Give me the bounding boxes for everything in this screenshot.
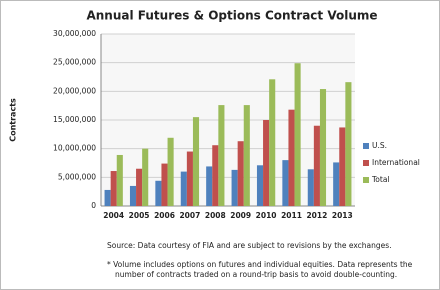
bar (206, 166, 213, 206)
bar (192, 117, 200, 206)
legend-swatch (363, 160, 369, 166)
chart-title: Annual Futures & Options Contract Volume (86, 9, 377, 23)
bar (263, 120, 270, 206)
y-tick-label: 30,000,000 (53, 29, 96, 38)
bar (136, 168, 143, 206)
source: Source: Data courtesy of FIA and are sub… (107, 241, 392, 250)
legend-label: International (372, 158, 420, 167)
bar (307, 169, 314, 206)
bar (237, 141, 244, 206)
y-tick-label: 20,000,000 (53, 86, 96, 95)
note: * Volume includes options on futures and… (107, 260, 413, 269)
legend-label: Total (371, 175, 390, 184)
bar (288, 109, 295, 206)
note: number of contracts traded on a round-tr… (115, 270, 397, 279)
y-tick-label: 15,000,000 (53, 115, 96, 124)
legend-label: U.S. (372, 141, 387, 150)
bar (243, 105, 250, 206)
bar (269, 79, 276, 206)
bar (186, 151, 193, 206)
bar (218, 105, 225, 206)
x-tick-label: 2011 (281, 211, 302, 220)
x-tick-label: 2012 (306, 211, 327, 220)
x-tick-label: 2009 (230, 211, 251, 220)
x-tick-label: 2005 (129, 211, 150, 220)
x-tick-label: 2007 (179, 211, 200, 220)
bar (142, 148, 149, 206)
bar (339, 127, 346, 206)
bar (231, 169, 238, 206)
legend-swatch (363, 177, 369, 183)
bar (155, 180, 162, 206)
bar (129, 185, 137, 206)
x-tick-label: 2008 (205, 211, 226, 220)
bar (180, 171, 187, 206)
y-tick-label: 10,000,000 (53, 144, 96, 153)
bar (116, 154, 123, 206)
y-tick-label: 5,000,000 (58, 172, 96, 181)
bar (294, 63, 301, 206)
bar (104, 189, 111, 206)
x-tick-label: 2013 (332, 211, 353, 220)
bar (333, 162, 340, 206)
bar (256, 165, 264, 206)
bar (212, 145, 219, 206)
x-tick-label: 2006 (154, 211, 175, 220)
bar (282, 160, 289, 206)
bar (313, 125, 320, 206)
legend-swatch (363, 143, 369, 149)
bar (167, 137, 174, 206)
bar (345, 82, 352, 206)
x-tick-label: 2010 (256, 211, 277, 220)
y-tick-label: 25,000,000 (53, 58, 96, 67)
y-tick-label: 0 (91, 201, 96, 210)
bar (319, 89, 327, 206)
x-tick-label: 2004 (103, 211, 124, 220)
bar (110, 171, 117, 206)
bar (161, 163, 168, 206)
y-axis-label: Contracts (9, 98, 18, 142)
